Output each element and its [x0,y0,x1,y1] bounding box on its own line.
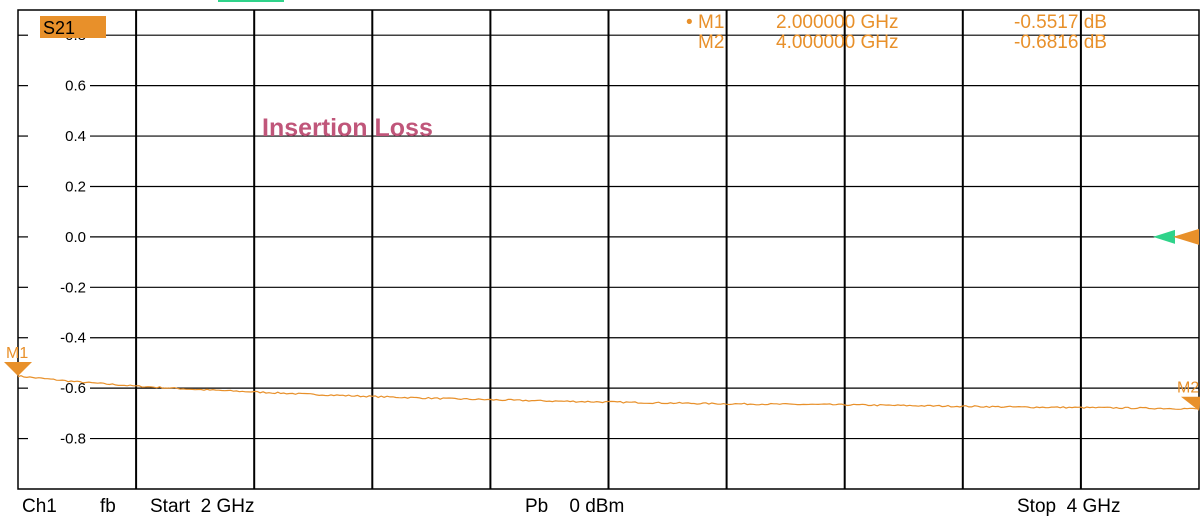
marker-m1-dot: • [686,12,693,33]
plot-grid [17,9,1200,490]
marker-m1-triangle[interactable] [4,361,32,376]
footer-fb: fb [100,496,116,516]
marker-layer: M1 M2 [4,228,1200,411]
marker-m1-freq: 2.000000 GHz [776,12,899,33]
trace-reference-arrow[interactable] [1173,228,1199,245]
footer-channel: Ch1 [22,496,57,516]
footer-power: Pb 0 dBm [525,496,624,516]
y-tick-label: 0.2 [65,178,86,195]
reference-tab [218,0,284,2]
y-tick-label: 0.6 [65,78,86,95]
s21-trace-line [17,375,1200,410]
marker-m1-name: M1 [698,12,724,33]
footer-stop: Stop 4 GHz [1017,496,1121,516]
marker-m1-value: -0.5517 dB [1014,12,1107,33]
y-tick-label: -0.4 [60,330,86,347]
footer-start: Start 2 GHz [150,496,255,516]
y-tick-label: -0.8 [60,431,86,448]
marker-m1-trace-label: M1 [6,345,28,362]
marker-m2-name: M2 [698,32,724,53]
y-tick-labels: 0.80.60.40.20.0-0.2-0.4-0.6-0.8 [60,27,86,447]
trace-badge[interactable] [40,16,106,38]
trace-badge-label: S21 [43,18,75,38]
marker-m2-freq: 4.000000 GHz [776,32,899,53]
marker-m2-triangle[interactable] [1181,396,1200,411]
y-tick-label: -0.2 [60,279,86,296]
y-tick-label: 0.4 [65,128,86,145]
marker-m2-value: -0.6816 dB [1014,32,1107,53]
reference-level-arrow[interactable] [1153,229,1175,244]
y-tick-label: -0.6 [60,380,86,397]
insertion-loss-annotation: Insertion Loss [262,114,433,142]
trace-layer [17,375,1200,410]
marker-m2-trace-label: M2 [1177,380,1199,397]
y-tick-label: 0.0 [65,229,86,246]
